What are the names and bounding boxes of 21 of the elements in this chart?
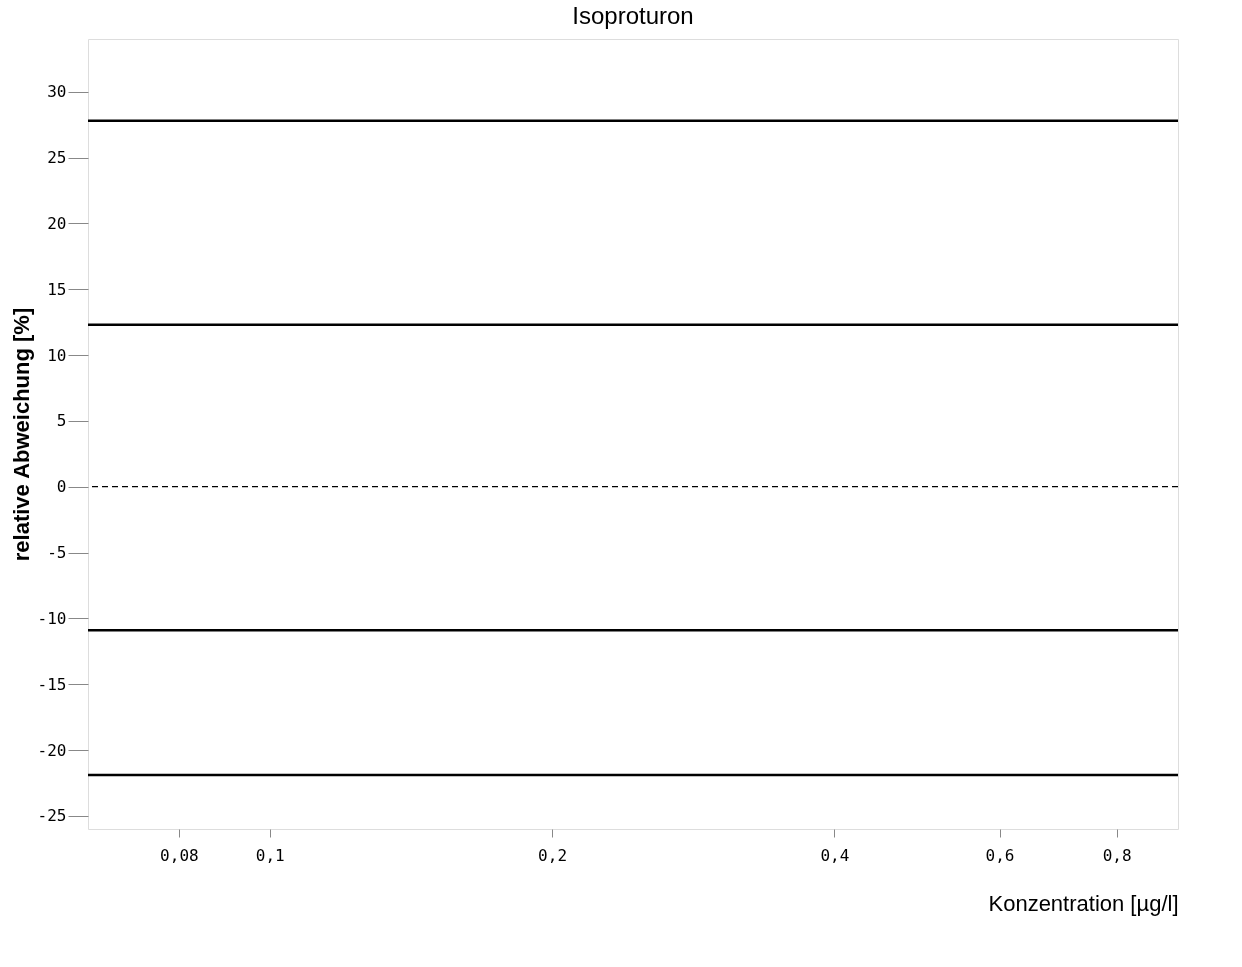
y-tick-label: 25 xyxy=(47,148,67,167)
chart-title: Isoproturon xyxy=(572,2,694,29)
y-tick-label: 15 xyxy=(47,279,67,299)
x-tick-label: 0,6 xyxy=(985,845,1015,865)
y-tick-label: -5 xyxy=(47,543,67,562)
y-tick-label: 10 xyxy=(47,345,67,365)
y-tick-label: 0 xyxy=(56,477,67,497)
x-tick-label: 0,2 xyxy=(538,845,568,865)
y-tick-label: -15 xyxy=(37,674,67,694)
x-tick-label: 0,8 xyxy=(1102,845,1132,865)
x-tick-label: 0,1 xyxy=(255,845,285,865)
x-axis-title: Konzentration [µg/l] xyxy=(988,890,1179,916)
y-tick-label: -10 xyxy=(37,608,67,628)
y-tick-label: -25 xyxy=(37,806,67,826)
x-tick-label: 0,08 xyxy=(160,845,199,865)
x-tick-label: 0,4 xyxy=(820,845,850,865)
y-tick-label: 20 xyxy=(47,213,67,233)
y-tick-label: 5 xyxy=(56,411,67,431)
y-tick-label: -20 xyxy=(37,740,67,760)
y-axis-title: relative Abweichung [%] xyxy=(8,307,34,562)
y-tick-label: 30 xyxy=(47,82,67,102)
